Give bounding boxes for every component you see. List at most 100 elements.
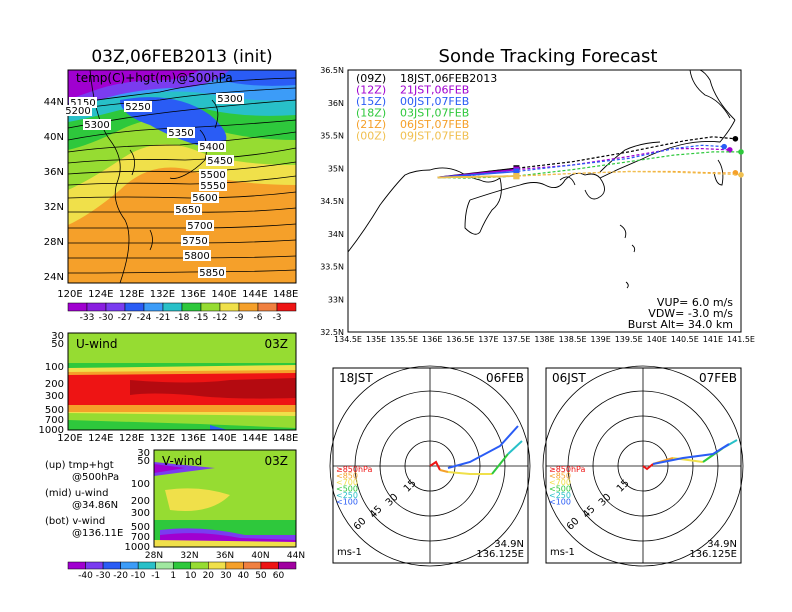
x-tick-label: 44N [287, 551, 305, 561]
colorbar-label: -1 [151, 571, 160, 581]
x-tick-label: 124E [88, 289, 113, 300]
x-tick-label: 128E [119, 433, 144, 444]
level-key: <250 [336, 491, 358, 500]
colorbar-swatch [225, 561, 244, 570]
x-tick-label: 140E [647, 335, 667, 344]
x-tick-label: 132E [150, 289, 175, 300]
colorbar-swatch [260, 561, 279, 570]
y-tick-label: 1000 [125, 542, 150, 553]
contour-label-bg [64, 105, 92, 116]
contour-label-bg [174, 204, 202, 215]
hodograph-right: 06JST 07FEB15304560ms-134.9N136.125E≥850h… [542, 365, 744, 567]
x-tick-label: 135E [366, 335, 386, 344]
colorbar-swatch [219, 302, 240, 312]
y-tick-label: 36.5N [320, 66, 344, 75]
colorbar-swatch [67, 302, 88, 312]
colorbar-label: -9 [235, 313, 244, 323]
hodograph-left: 18JST 06FEB15304560ms-134.9N136.125E≥850h… [329, 365, 531, 567]
x-tick-labels: 120E 124E 128E 132E 136E 140E 144E 148E [57, 289, 298, 300]
hodo-lon: 136.125E [476, 549, 524, 560]
track-line [437, 144, 725, 178]
level-key: <850 [549, 472, 571, 481]
colorbar-label: 40 [238, 571, 250, 581]
track-legend: (09Z) 18JST,06FEB2013 (12Z) 21JST,06FEB (15Z… [356, 72, 497, 143]
x-tick-label: 136E [181, 433, 206, 444]
colorbar-swatch [137, 561, 156, 570]
param-vup: VUP= 6.0 m/s [657, 296, 733, 309]
x-tick-label: 140E [211, 433, 236, 444]
colorbar-swatch [243, 561, 262, 570]
x-tick-label: 124E [88, 433, 113, 444]
colorbar-swatch [86, 302, 107, 312]
colorbar-label: -12 [213, 313, 228, 323]
landing-point [738, 172, 744, 178]
v-wind-label: V-wind [162, 454, 202, 468]
y-tick-label: 500 [45, 405, 64, 416]
x-tick-label: 141.5E [727, 335, 755, 344]
x-tick-label: 136E [181, 289, 206, 300]
contour-label: 5600 [192, 193, 217, 204]
note-line: (mid) u-wind [45, 488, 108, 499]
level-key: <250 [549, 491, 571, 500]
param-burst: Burst Alt= 34.0 km [628, 318, 733, 331]
colorbar-label: 30 [220, 571, 232, 581]
colorbar-swatch [278, 561, 297, 570]
colorbar-swatch [208, 561, 227, 570]
colorbar-label: 1 [170, 571, 176, 581]
contour-label: 5750 [182, 236, 207, 247]
contour-label: 5450 [207, 156, 232, 167]
burst-marker [513, 168, 520, 175]
colorbar-swatch [172, 561, 192, 570]
legend-code: (12Z) [356, 84, 386, 97]
y-tick-label: 34N [328, 230, 344, 239]
y-tick-label: 700 [131, 532, 150, 543]
level-key: ≥850hPa [549, 465, 586, 474]
track-lines [437, 135, 744, 180]
y-tick-label: 32.5N [320, 328, 344, 337]
x-tick-label: 134.5E [334, 335, 362, 344]
note-line: (up) tmp+hgt [45, 460, 114, 471]
burst-marker [513, 173, 520, 180]
landing-point [732, 135, 739, 142]
panel-notes: (up) tmp+hgt@500hPa (mid) u-wind@34.86N (b… [45, 460, 123, 539]
hodograph-trace [491, 453, 509, 475]
colorbar-label: -6 [254, 313, 263, 323]
colorbar-swatch [155, 561, 174, 570]
colorbar-swatch [200, 302, 221, 312]
legend-code: (09Z) [356, 72, 386, 85]
colorbar-label: -20 [113, 571, 128, 581]
contour-label: 5300 [217, 94, 242, 105]
level-key: <100 [549, 498, 571, 507]
contour-label: 5250 [125, 102, 150, 113]
u-wind-panel: U-wind 03Z 120E 124E 128E 132E 136E 140E 144E 1… [39, 331, 299, 444]
x-tick-label: 148E [273, 433, 298, 444]
note-line: (bot) v-wind [45, 516, 105, 527]
y-tick-label: 500 [131, 522, 150, 533]
track-line [437, 170, 742, 178]
x-tick-label: 128E [119, 289, 144, 300]
colorbar-label: 20 [203, 571, 215, 581]
x-tick-label: 120E [57, 433, 82, 444]
y-tick-label: 33N [328, 295, 344, 304]
hodograph-trace [447, 425, 519, 469]
track-line [437, 151, 741, 179]
colorbar-label: -10 [131, 571, 146, 581]
contour-label-bg [181, 235, 209, 246]
colorbar-label: 60 [273, 571, 285, 581]
contour-label-bg [83, 119, 111, 130]
level-key: <700 [336, 478, 358, 487]
colorbar-swatch [105, 302, 126, 312]
x-tick-label: 138.5E [559, 335, 587, 344]
contour-label-bg [216, 93, 244, 104]
contour-label: 5700 [187, 221, 212, 232]
x-tick-label: 137.5E [502, 335, 530, 344]
y-tick-labels: 32.5N 33N 33.5N 34N 34.5N 35N 35.5N 36N 36.5N [320, 66, 344, 337]
y-tick-label: 33.5N [320, 263, 344, 272]
colorbar-swatch [120, 561, 139, 570]
contour-label-bg [199, 169, 227, 180]
y-tick-label: 200 [45, 379, 64, 390]
contour-label-bg [206, 155, 234, 166]
x-tick-label: 136.5E [446, 335, 474, 344]
y-tick-label: 36N [44, 167, 64, 178]
